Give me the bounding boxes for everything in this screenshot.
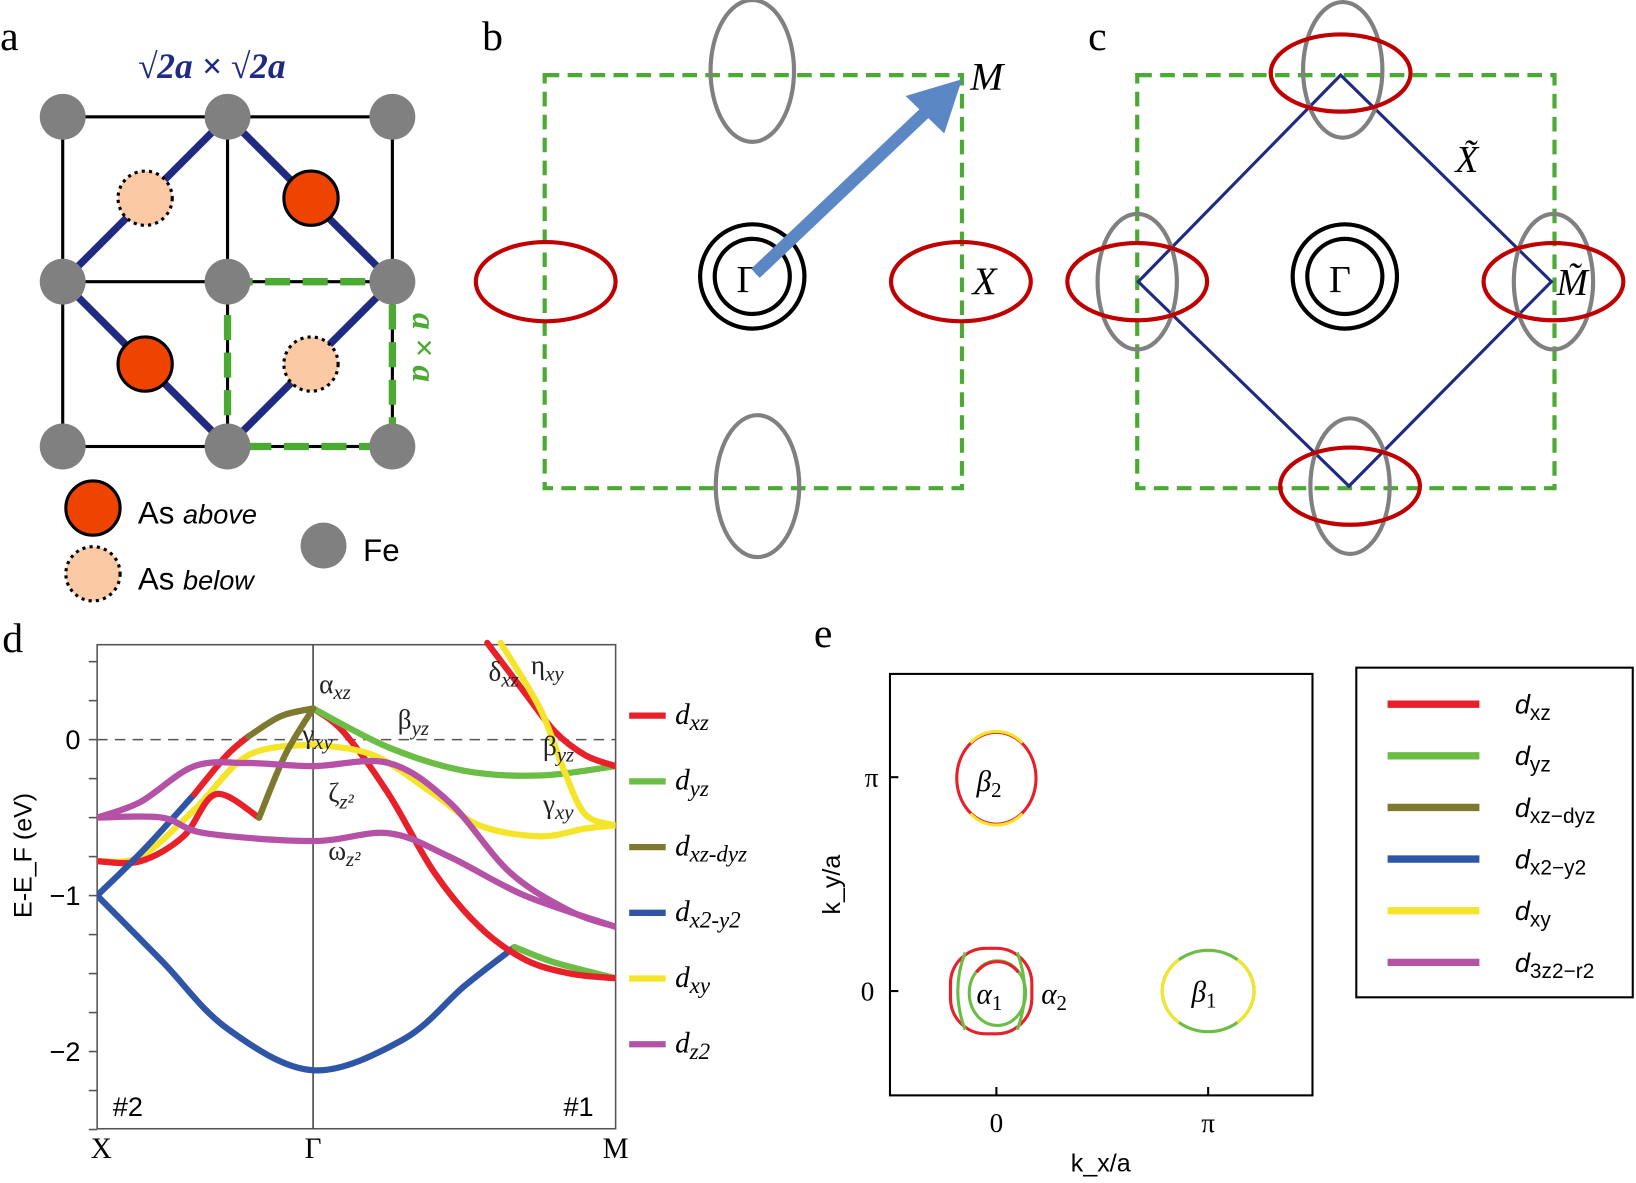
pocket-alpha2 [948, 946, 1034, 1036]
panel-label-e: e [814, 611, 833, 657]
plot-frame [96, 643, 617, 1130]
label-beta1: β1 [1190, 976, 1216, 1012]
x-tick-0: 0 [990, 1108, 1004, 1138]
hole-pocket-top [708, 0, 797, 144]
hole-pocket-bottom [713, 413, 802, 560]
bands [97, 639, 616, 1074]
x-tick-X: X [91, 1133, 112, 1165]
label-beta2: β2 [976, 766, 1002, 802]
legend-label: dxz [675, 699, 709, 735]
legend-label: dyz [1515, 740, 1551, 776]
panel-d-band-structure: 0 −1 −2 E-E_F (eV) X Γ M #2 #1 αxz βyz γxy ζz… [9, 639, 747, 1165]
panel-e-fermi-surface: 0 π 0 π k_x/a k_y/a β2 α1 α2 β1 dxzdyzdx… [818, 666, 1634, 1178]
band-alpha-xz [309, 705, 616, 982]
unit-cell-outline [223, 278, 397, 451]
legend-label: dxz-dyz [675, 830, 747, 866]
x-tick-Gamma: Γ [305, 1133, 322, 1165]
x-label-b: X [970, 259, 998, 303]
as-below-legend-icon [64, 545, 122, 603]
supercell-label: √2a × √2a [138, 46, 286, 86]
panel-c-folded-zone: Γ X̃ M̃ [1065, 0, 1626, 557]
y-tick-pi: π [865, 763, 879, 793]
m-tilde-label: M̃ [1556, 263, 1590, 304]
label-alpha1: α1 [977, 979, 1003, 1015]
x-axis-label-e: k_x/a [1071, 1150, 1131, 1178]
as-below-legend-label: As below [138, 561, 256, 596]
band-label: βyz [398, 705, 429, 740]
y-axis-label: E-E_F (eV) [9, 793, 37, 918]
cell-label: a × a [405, 313, 442, 382]
band-label: δxz [489, 656, 519, 691]
label-alpha2: α2 [1041, 979, 1067, 1015]
band-dxz-dyz-2 [255, 705, 317, 821]
band-dxz-left-up [191, 733, 252, 798]
y-tick-0: 0 [861, 976, 875, 1006]
y-tick-label: −2 [50, 1036, 81, 1067]
y-axis-ticks: 0 −1 −2 [50, 660, 98, 1131]
y-axis-label-e: k_y/a [818, 855, 846, 915]
legend-e-frame [1355, 666, 1634, 999]
legend-label: dxz−dyz [1515, 792, 1596, 828]
fe-legend-icon [300, 522, 347, 569]
legend-label: dx2−y2 [1515, 843, 1586, 879]
band-delta-xz [484, 639, 616, 770]
arrow-head-icon [905, 79, 962, 134]
band-dx2-y2-lower [97, 892, 518, 1074]
x-tilde-label: X̃ [1453, 140, 1480, 181]
electron-pocket-right [888, 239, 1033, 324]
legend-label: dx2-y2 [675, 896, 741, 932]
corner-label-right: #1 [563, 1091, 593, 1122]
fe-atoms [39, 93, 416, 470]
as-atoms [116, 169, 340, 393]
panel-label-c: c [1088, 14, 1107, 60]
panel-label-b: b [482, 14, 503, 60]
legend-label: dxz [1515, 689, 1551, 725]
m-label-b: M [969, 55, 1005, 99]
band-label: βyz [543, 731, 574, 766]
panel-label-d: d [2, 616, 23, 662]
panel-b-brillouin-zone: Γ M X [473, 0, 1033, 560]
panel-label-a: a [0, 14, 19, 60]
band-gamma-xy-right [309, 741, 616, 840]
fermi-pockets [948, 729, 1256, 1036]
band-label: ζz² [328, 778, 354, 813]
legend-d: dxz dyz dxz-dyz dx2-y2 dxy dz2 [629, 699, 747, 1064]
legend-label: dz2 [675, 1028, 710, 1064]
gamma-label-c: Γ [1329, 260, 1351, 301]
band-omega-z2 [97, 813, 616, 930]
band-label: ωz² [328, 836, 361, 871]
fe-legend-label: Fe [363, 533, 400, 568]
band-eta-xy [497, 639, 616, 829]
as-above-legend-label: As above [138, 496, 257, 531]
plot-frame-e [888, 672, 1314, 1097]
band-dx2-y2-left-up [97, 791, 198, 899]
band-label: αxz [319, 669, 351, 704]
y-tick-label: 0 [65, 724, 80, 755]
x-tick-M: M [603, 1133, 629, 1165]
x-tick-pi: π [1201, 1108, 1215, 1138]
band-label: γxy [542, 789, 574, 824]
panel-a-lattice: √2a × √2a a × a As above As below Fe [39, 46, 442, 603]
legend-label: dxy [675, 962, 711, 998]
corner-label-left: #2 [113, 1091, 143, 1122]
y-tick-label: −1 [50, 880, 81, 911]
as-above-legend-icon [64, 479, 122, 537]
legend-label: dyz [675, 765, 709, 801]
legend-e: dxz dyz dxz−dyz dx2−y2 dxy d3z2−r2 [1387, 689, 1596, 983]
electron-pocket-left [473, 239, 618, 324]
band-dxz-dyz-1 [245, 705, 317, 740]
band-labels: αxz βyz γxy ζz² ωz² δxz ηxy βyz γxy [301, 650, 574, 871]
band-label: γxy [301, 719, 333, 754]
arrow-gamma-to-m [751, 99, 939, 278]
band-zeta-z2 [97, 757, 616, 930]
legend-label: d3z2−r2 [1515, 947, 1594, 983]
band-label: ηxy [531, 650, 564, 685]
legend-label: dxy [1515, 895, 1552, 931]
